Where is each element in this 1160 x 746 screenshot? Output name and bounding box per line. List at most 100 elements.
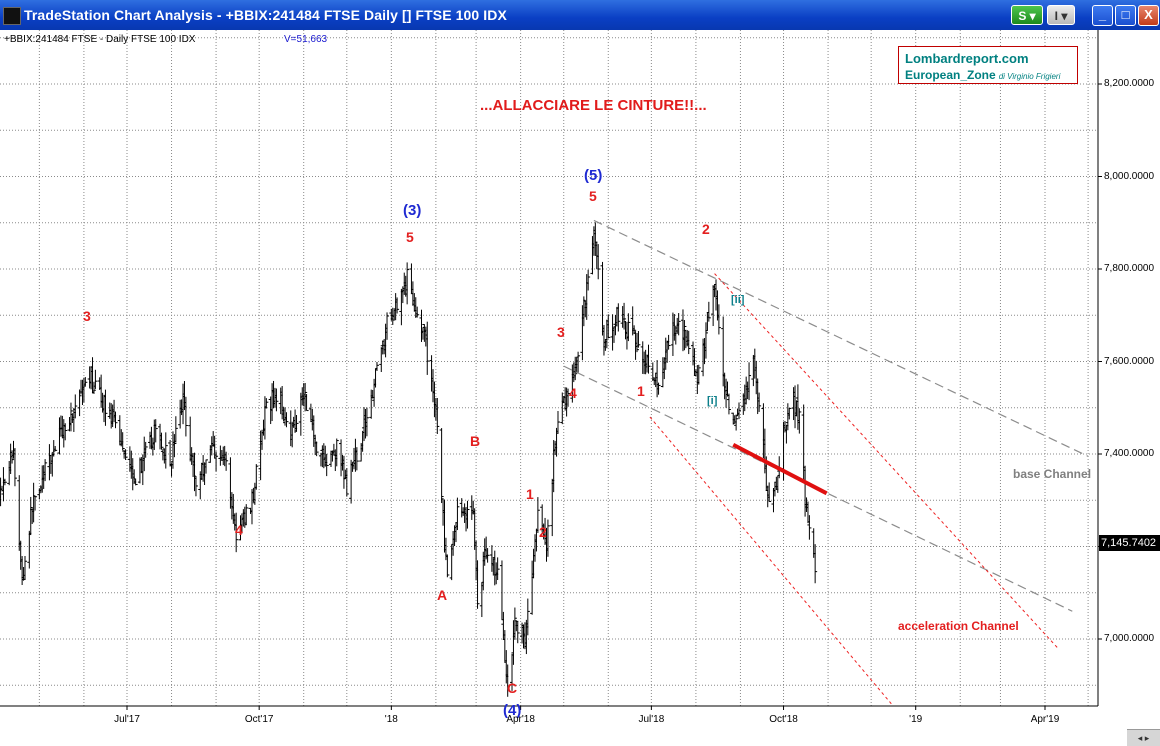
y-tick-label: 8,200.0000: [1104, 78, 1155, 89]
ohlc-bar: [767, 482, 772, 502]
ohlc-bar: [555, 411, 560, 434]
ohlc-bar: [475, 560, 480, 609]
ohlc-bar: [214, 451, 219, 472]
x-tick-label: '19: [909, 714, 923, 725]
chart-axes: [0, 30, 1102, 710]
ohlc-bar: [103, 389, 108, 426]
ohlc-bar: [813, 544, 818, 584]
title-bar: TradeStation Chart Analysis - +BBIX:2414…: [0, 0, 1160, 30]
ohlc-bar: [183, 396, 188, 437]
acceleration-channel-upper: [714, 273, 1059, 649]
ohlc-bar: [242, 506, 247, 528]
ohlc-bar: [344, 468, 349, 497]
wave-label: [i]: [707, 395, 718, 407]
ohlc-bar: [373, 367, 378, 388]
wave-label: [ii]: [731, 294, 745, 306]
close-button[interactable]: X: [1138, 5, 1159, 26]
x-tick-label: Jul'18: [638, 714, 665, 725]
ohlc-bar: [304, 394, 309, 412]
ohlc-bar: [395, 297, 400, 314]
ohlc-bar: [120, 432, 125, 451]
wave-label: (4): [503, 702, 522, 719]
ohlc-bar: [666, 334, 671, 350]
ohlc-bar: [512, 607, 517, 640]
ohlc-bar: [73, 394, 78, 419]
ohlc-bar: [33, 495, 38, 511]
logo-byline: di Virginio Frigieri: [998, 72, 1061, 81]
ohlc-bar: [374, 361, 379, 372]
s-button[interactable]: S ▾: [1011, 5, 1043, 25]
ohlc-bar: [133, 478, 138, 486]
wave-label: 5: [589, 188, 597, 204]
wave-label: 3: [557, 324, 565, 340]
break-trendline: [732, 442, 828, 496]
ohlc-bar: [314, 441, 319, 457]
wave-label: (3): [403, 202, 422, 219]
ohlc-bar: [264, 398, 269, 409]
ohlc-bar: [143, 441, 148, 458]
wave-label: 2: [702, 221, 710, 237]
x-tick-label: Apr'19: [1030, 714, 1060, 725]
ohlc-bar: [465, 500, 470, 529]
ohlc-bar: [626, 313, 631, 342]
y-tick-label: 8,000.0000: [1104, 170, 1155, 182]
base-channel-label: base Channel: [1013, 467, 1092, 481]
wave-label: 5: [406, 229, 414, 245]
ohlc-bar: [0, 477, 3, 507]
scroll-right-button[interactable]: ◂ ▸: [1127, 729, 1160, 746]
ohlc-bar: [545, 519, 550, 557]
minimize-button[interactable]: _: [1092, 5, 1113, 26]
ohlc-bar: [622, 302, 627, 330]
wave-label: 4: [569, 385, 577, 401]
ohlc-bar: [455, 497, 460, 531]
window-title: TradeStation Chart Analysis - +BBIX:2414…: [24, 7, 507, 23]
symbol-label: +BBIX:241484 FTSE - Daily FTSE 100 IDX: [4, 34, 196, 45]
i-button[interactable]: I ▾: [1047, 5, 1075, 25]
ohlc-bar: [274, 388, 279, 412]
wave-label: B: [470, 433, 481, 449]
acceleration-channel-lower: [649, 416, 892, 705]
ohlc-bar: [807, 515, 812, 540]
ohlc-bar: [2, 478, 7, 486]
ohlc-bar: [224, 451, 229, 471]
s-button-label: S: [1018, 9, 1027, 23]
ohlc-bar: [747, 362, 752, 401]
ohlc-bar: [439, 428, 444, 504]
ohlc-bar: [757, 392, 762, 412]
ohlc-bar: [91, 381, 96, 394]
ohlc-bar: [797, 408, 802, 434]
ohlc-bar: [193, 475, 198, 497]
wave-label: 4: [235, 522, 243, 538]
app-icon: [3, 7, 21, 25]
ohlc-bar: [204, 459, 209, 474]
logo-site: Lombardreport.com: [905, 51, 1029, 66]
y-tick-label: 7,400.0000: [1104, 448, 1155, 459]
wave-label: (5): [584, 167, 603, 184]
ohlc-bar: [294, 414, 299, 432]
ohlc-bar: [405, 262, 410, 305]
ohlc-bar: [364, 407, 369, 437]
base-channel-upper: [593, 219, 1089, 457]
ohlc-bar: [600, 261, 605, 336]
ohlc-bar: [734, 414, 739, 431]
ohlc-bar: [53, 446, 58, 452]
ohlc-bar: [27, 530, 32, 569]
ohlc-bar: [636, 331, 641, 348]
chart-area[interactable]: +BBIX:241484 FTSE - Daily FTSE 100 IDX V…: [0, 30, 1160, 746]
ohlc-bar: [425, 321, 430, 375]
wave-label: A: [437, 587, 448, 603]
price-chart[interactable]: [0, 30, 1160, 746]
ohlc-bar: [676, 313, 681, 336]
ohlc-bar: [173, 416, 178, 443]
ohlc-bar: [334, 438, 339, 467]
wave-label: C: [507, 680, 518, 696]
x-tick-label: Apr'18: [506, 714, 535, 725]
ohlc-bar: [495, 557, 500, 581]
ohlc-bar: [28, 496, 33, 536]
maximize-button[interactable]: □: [1115, 5, 1136, 26]
chart-grid: [0, 30, 1098, 706]
ohlc-bar: [632, 325, 637, 335]
ohlc-bar: [686, 330, 691, 355]
ohlc-bar: [566, 388, 571, 407]
y-tick-label: 7,600.0000: [1104, 355, 1155, 367]
